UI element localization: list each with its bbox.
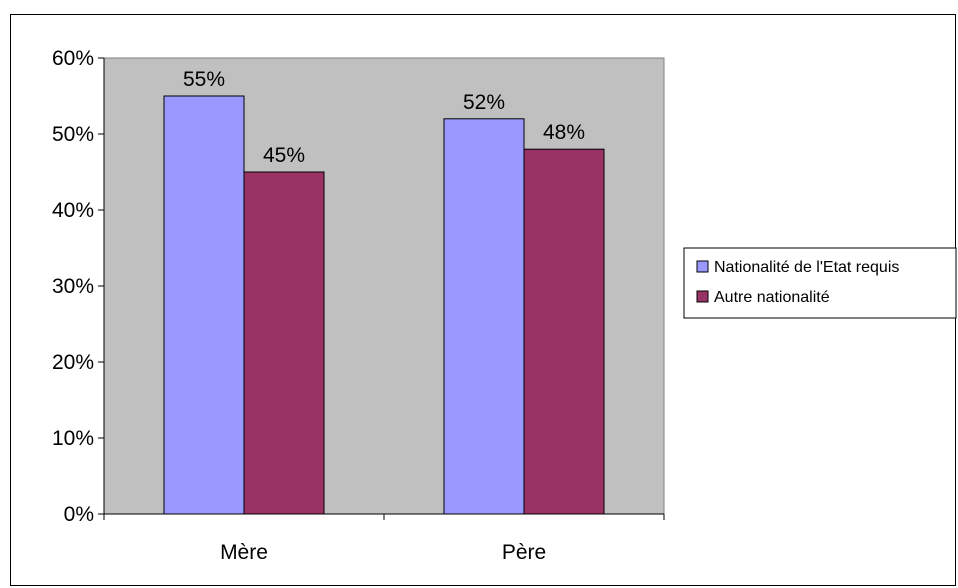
y-tick-label: 40% xyxy=(52,199,94,222)
y-tick-label: 30% xyxy=(52,275,94,298)
data-label: 52% xyxy=(463,91,505,114)
x-category-label: Mère xyxy=(220,541,268,564)
y-tick-label: 50% xyxy=(52,123,94,146)
y-tick-label: 10% xyxy=(52,427,94,450)
legend-label: Nationalité de l'Etat requis xyxy=(714,259,899,276)
data-label: 55% xyxy=(183,68,225,91)
y-tick-label: 20% xyxy=(52,351,94,374)
bar-series-1-2 xyxy=(443,118,525,515)
data-label: 45% xyxy=(263,144,305,167)
bar-series-2-2 xyxy=(523,148,605,515)
y-tick-label: 60% xyxy=(52,47,94,70)
y-tick-label: 0% xyxy=(64,503,94,526)
legend-label: Autre nationalité xyxy=(714,289,830,306)
data-label: 48% xyxy=(543,121,585,144)
legend-box xyxy=(683,247,957,319)
legend-swatch xyxy=(696,290,709,303)
x-category-label: Père xyxy=(502,541,546,564)
bar-series-2-1 xyxy=(243,171,325,515)
bar-series-1-1 xyxy=(163,95,245,515)
legend-swatch xyxy=(696,260,709,273)
